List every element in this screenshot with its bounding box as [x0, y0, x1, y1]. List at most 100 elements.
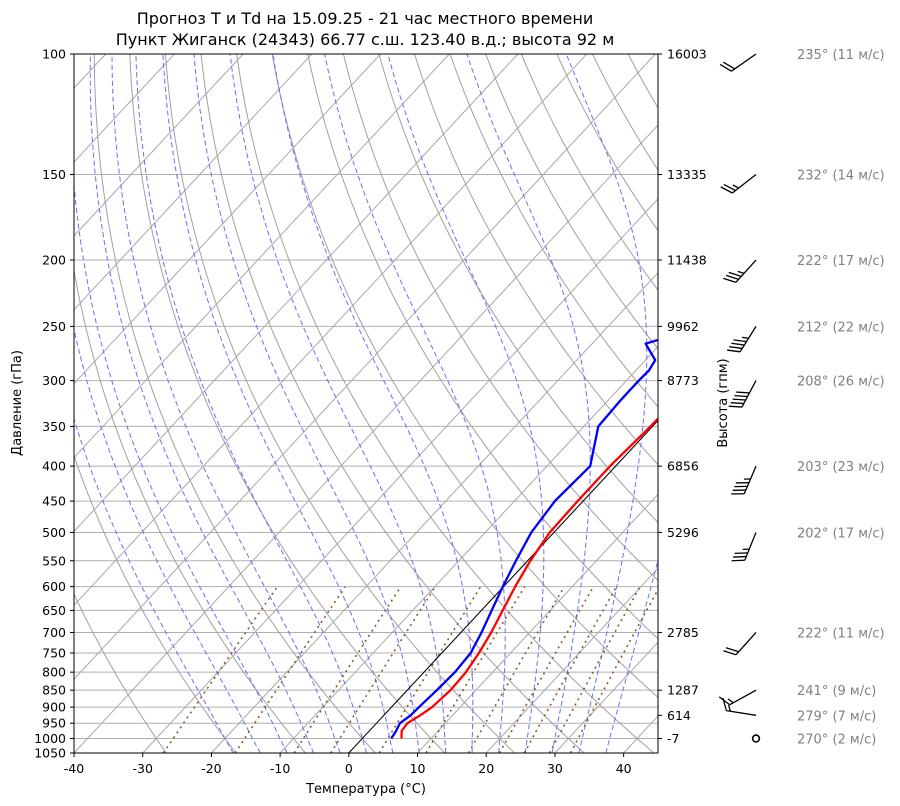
- dry-adiabat: [74, 454, 237, 753]
- isotherm-line: [279, 345, 658, 753]
- wind-barb-staff: [744, 532, 757, 561]
- dry-adiabat: [485, 54, 658, 350]
- moist-adiabat: [193, 54, 420, 753]
- wind-barb: [731, 465, 757, 495]
- mixing-ratio-line: [293, 586, 402, 753]
- wind-barb: [718, 689, 757, 706]
- mixing-ratio-line: [523, 586, 618, 753]
- y-tick-label: 250: [42, 319, 66, 334]
- y-tick-label: 750: [42, 645, 66, 660]
- wind-barb-staff: [743, 465, 757, 494]
- y-tick-label: 100: [42, 47, 66, 62]
- isotherm-line: [74, 54, 313, 311]
- moist-adiabat: [74, 327, 261, 753]
- height-tick-label: 9962: [667, 319, 699, 334]
- mixing-ratio-line: [378, 586, 482, 753]
- y-tick-label: 150: [42, 167, 66, 182]
- moist-adiabat: [229, 54, 447, 753]
- y-tick-label: 400: [42, 459, 66, 474]
- x-axis-label: Температура (°C): [305, 782, 426, 797]
- isotherm-line: [348, 419, 658, 753]
- x-tick-label: -40: [64, 761, 84, 776]
- wind-barb-label: 241° (9 м/с): [797, 684, 876, 699]
- wind-barb: [728, 380, 757, 408]
- isotherm-line: [623, 715, 658, 753]
- wind-barb-staff: [731, 53, 757, 72]
- y2-axis-label: Высота (гпм): [716, 358, 731, 447]
- plot-frame: [73, 53, 659, 754]
- height-tick-label: 13335: [667, 167, 707, 182]
- wind-barb-feather: [728, 271, 742, 278]
- dry-adiabat: [93, 54, 376, 753]
- y-tick-label: 800: [42, 665, 66, 680]
- wind-barb-feather: [734, 394, 748, 398]
- isotherm-line: [74, 54, 588, 606]
- isotherm-line: [74, 54, 656, 680]
- moist-adiabat: [74, 179, 288, 753]
- moist-adiabat: [387, 54, 545, 753]
- wind-barb-label: 235° (11 м/с): [797, 48, 885, 63]
- x-tick-label: 10: [410, 761, 426, 776]
- isotherm-line: [74, 54, 519, 533]
- dry-adiabat: [164, 54, 515, 753]
- moist-adiabat: [466, 54, 591, 753]
- y-tick-label: 500: [42, 525, 66, 540]
- dry-adiabat: [520, 54, 658, 291]
- isotherm-line: [74, 54, 450, 459]
- wind-barb-feather: [718, 696, 731, 706]
- dry-adiabat: [74, 592, 167, 753]
- wind-barb-feather: [722, 697, 727, 711]
- mixing-ratio-line: [569, 587, 658, 753]
- series-layer: [390, 338, 658, 740]
- isotherm-line: [211, 272, 658, 753]
- wind-barb: [722, 697, 757, 716]
- y-tick-label: 450: [42, 494, 66, 509]
- isotherm-line: [74, 54, 381, 385]
- x-tick-label: 40: [616, 761, 632, 776]
- y-tick-label: 300: [42, 373, 66, 388]
- mixing-ratio-line: [548, 586, 641, 753]
- wind-barb-feather: [723, 650, 737, 656]
- wind-barb-feather: [726, 349, 741, 353]
- mixing-ratio-line: [234, 586, 346, 753]
- moist-adiabat: [111, 54, 341, 753]
- moist-adiabat: [272, 54, 474, 753]
- moist-adiabat: [162, 54, 394, 753]
- wind-barb-staff: [735, 632, 757, 656]
- wind-barb-feather: [727, 704, 731, 712]
- chart-title-line2: Пункт Жиганск (24343) 66.77 с.ш. 123.40 …: [116, 30, 615, 49]
- wind-barb-feather: [732, 184, 739, 189]
- moist-adiabat: [324, 54, 506, 753]
- wind-barb-feather: [731, 559, 745, 562]
- wind-barb-feather: [727, 698, 734, 704]
- y-tick-label: 600: [42, 579, 66, 594]
- isotherm-line: [142, 198, 658, 753]
- y-tick-label: 550: [42, 553, 66, 568]
- wind-barb-feather: [733, 339, 747, 343]
- y-tick-label: 1000: [34, 731, 66, 746]
- y-axis-label: Давление (гПа): [10, 350, 25, 456]
- height-tick-label: 2785: [667, 625, 699, 640]
- y-tick-label: 200: [42, 253, 66, 268]
- height-tick-label: -7: [667, 731, 679, 746]
- mixing-ratio-line: [467, 586, 565, 753]
- wind-barb: [731, 532, 757, 562]
- y-tick-label: 350: [42, 419, 66, 434]
- x-tick-label: 30: [547, 761, 563, 776]
- wind-barb-feather: [741, 336, 749, 339]
- height-tick-label: 11438: [667, 253, 707, 268]
- isotherm-line: [74, 124, 658, 753]
- wind-barb-staff: [739, 326, 757, 353]
- x-tick-label: -30: [132, 761, 152, 776]
- profile-line: [400, 416, 658, 739]
- dry-adiabat: [806, 54, 900, 753]
- mixing-ratio-line: [330, 586, 436, 753]
- wind-barb-feather: [725, 647, 739, 653]
- wind-barb-feather: [723, 183, 736, 192]
- height-tick-label: 8773: [667, 373, 699, 388]
- isotherm-line: [74, 54, 244, 237]
- wind-barb: [723, 259, 757, 283]
- wind-barb-label: 279° (7 м/с): [797, 709, 876, 724]
